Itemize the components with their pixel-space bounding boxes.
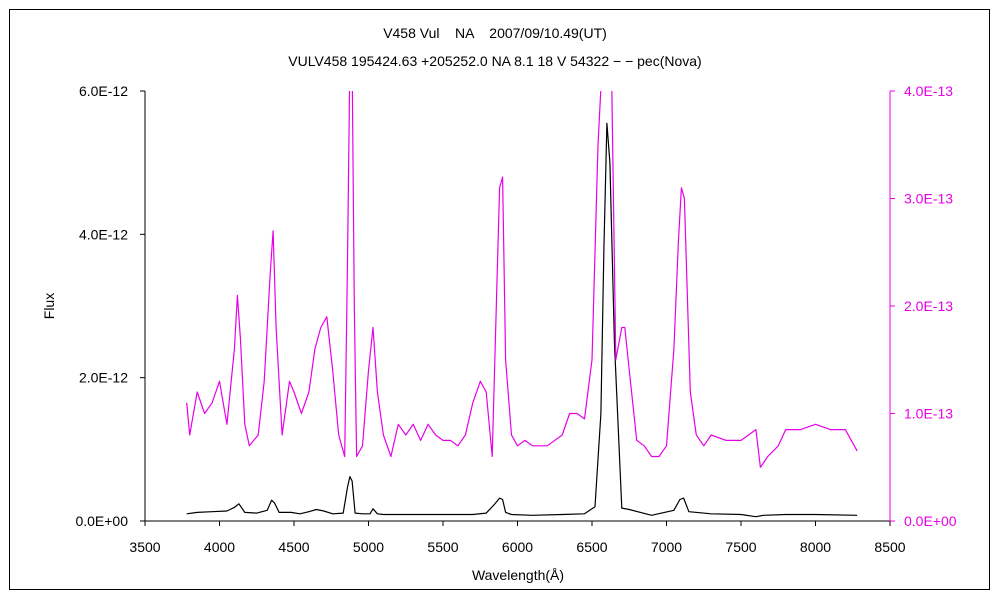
right-y-tick-label: 3.0E-13 xyxy=(904,191,953,207)
left-y-tick-label: 0.0E+00 xyxy=(75,513,128,529)
right-y-tick-label: 4.0E-13 xyxy=(904,83,953,99)
chart-subtitle: VULV458 195424.63 +205252.0 NA 8.1 18 V … xyxy=(288,53,701,69)
right-y-tick-label: 2.0E-13 xyxy=(904,298,953,314)
right-y-tick-label: 1.0E-13 xyxy=(904,406,953,422)
chart-title: V458 Vul NA 2007/09/10.49(UT) xyxy=(383,25,607,41)
y-axis-label: Flux xyxy=(41,293,57,319)
x-tick-label: 3500 xyxy=(129,539,160,555)
right-y-tick-label: 0.0E+00 xyxy=(904,513,957,529)
x-tick-label: 8500 xyxy=(874,539,905,555)
plot-area: 3500 4000 4500 5000 5500 6000 6500 7000 7500 8000… xyxy=(75,83,957,555)
left-y-tick-label: 6.0E-12 xyxy=(79,83,128,99)
x-tick-label: 5500 xyxy=(427,539,458,555)
x-tick-label: 4000 xyxy=(204,539,235,555)
x-tick-label: 7500 xyxy=(725,539,756,555)
left-y-tick-label: 2.0E-12 xyxy=(79,370,128,386)
x-tick-label: 6500 xyxy=(576,539,607,555)
chart-border xyxy=(9,9,990,590)
x-tick-label: 6000 xyxy=(502,539,533,555)
x-axis-label: Wavelength(Å) xyxy=(472,567,564,583)
x-tick-label: 7000 xyxy=(651,539,682,555)
spectrum-line-right-axis xyxy=(186,91,858,468)
left-y-tick-label: 4.0E-12 xyxy=(79,226,128,242)
x-tick-label: 4500 xyxy=(278,539,309,555)
spectrum-line-left-axis xyxy=(186,122,858,518)
x-tick-label: 5000 xyxy=(353,539,384,555)
x-tick-label: 8000 xyxy=(800,539,831,555)
